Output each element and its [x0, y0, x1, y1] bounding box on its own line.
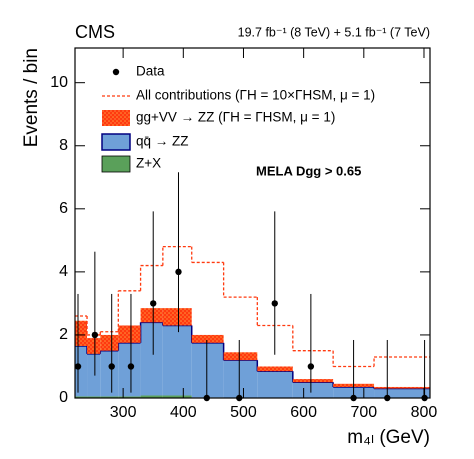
- histogram-bar: [162, 395, 192, 398]
- histogram-bar: [292, 379, 334, 383]
- histogram-bar: [118, 325, 141, 343]
- histogram-bar: [292, 382, 334, 398]
- histogram-bar: [223, 352, 258, 361]
- histogram-bar: [75, 320, 88, 346]
- histogram-bar: [75, 396, 88, 398]
- chart-title: CMS: [75, 22, 115, 42]
- y-tick-label: 6: [59, 200, 68, 217]
- y-tick-label: 0: [59, 389, 68, 406]
- histogram-bar: [162, 308, 192, 326]
- data-point: [127, 363, 135, 370]
- y-tick-label: 8: [59, 137, 68, 154]
- histogram-bar: [257, 366, 293, 372]
- chart-subtitle: 19.7 fb⁻¹ (8 TeV) + 5.1 fb⁻¹ (7 TeV): [238, 25, 430, 39]
- y-tick-label: 10: [50, 74, 68, 91]
- data-point: [91, 331, 99, 339]
- x-tick-label: 500: [230, 404, 257, 421]
- histogram-bar: [374, 386, 430, 389]
- legend-label: gg+VV → ZZ (ΓH = ΓHSM, μ = 1): [136, 110, 335, 125]
- histogram-bar: [140, 395, 163, 398]
- histogram-bar: [87, 396, 101, 398]
- legend-label: All contributions (ΓH = 10×ΓHSM, μ = 1): [136, 88, 375, 103]
- x-tick-label: 600: [290, 404, 317, 421]
- histogram-bar: [118, 342, 141, 397]
- histogram-bar: [100, 334, 119, 351]
- plot-frame: [74, 47, 431, 399]
- histogram-bar: [374, 388, 430, 398]
- histogram-bar: [140, 322, 163, 396]
- data-point: [108, 363, 115, 370]
- annotation: MELA Dgg > 0.65: [256, 163, 361, 178]
- legend-swatch: [102, 110, 130, 126]
- histogram-bar: [100, 396, 119, 398]
- histogram-bar: [162, 325, 192, 396]
- histogram-bar: [223, 360, 258, 398]
- histogram-bar: [257, 371, 293, 398]
- y-axis-label: Events / bin: [21, 48, 42, 147]
- histogram-bar: [191, 342, 224, 398]
- histogram-bar: [75, 345, 88, 397]
- histogram-bar: [100, 350, 119, 397]
- histogram-bar: [118, 396, 141, 398]
- x-tick-label: 400: [170, 404, 197, 421]
- histogram-bar: [87, 338, 101, 354]
- y-tick-label: 2: [59, 326, 68, 343]
- legend-swatch: [101, 155, 131, 173]
- histogram-bar: [191, 334, 224, 343]
- legend-label: qq̄ → ZZ: [136, 134, 189, 149]
- histogram-bar: [140, 308, 163, 323]
- y-tick-label: 4: [59, 263, 68, 280]
- x-tick-label: 700: [350, 404, 377, 421]
- data-point: [74, 363, 82, 370]
- data-point: [307, 363, 315, 370]
- x-axis-label: m₄ₗ (GeV): [347, 427, 430, 448]
- legend-label: Z+X: [136, 156, 161, 171]
- x-tick-label: 800: [411, 404, 438, 421]
- data-point: [175, 268, 182, 276]
- x-tick-label: 300: [110, 404, 137, 421]
- data-point: [271, 300, 278, 307]
- data-point: [150, 300, 157, 307]
- legend-label: Data: [136, 64, 165, 79]
- histogram-bar: [87, 353, 101, 397]
- legend-marker: [112, 68, 120, 76]
- legend-swatch: [101, 133, 131, 151]
